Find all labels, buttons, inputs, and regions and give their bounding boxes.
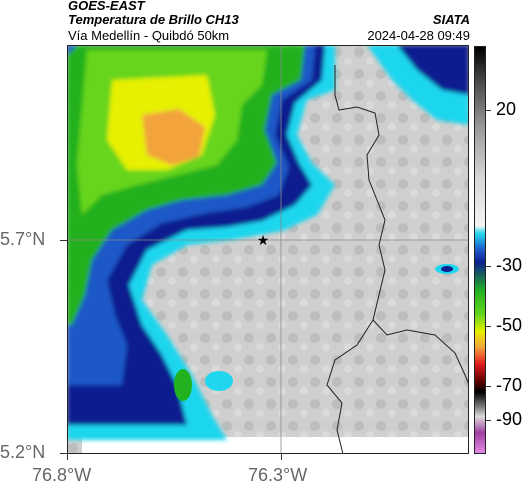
colorbar-label--50: -50 <box>496 315 523 335</box>
lat-label-5.2: 5.2°N <box>0 442 46 462</box>
border-line-coast <box>334 65 469 386</box>
lat-label-5.7: 5.7°N <box>0 229 46 249</box>
map-frame <box>67 45 469 454</box>
lon-label-76.3: 76.3°W <box>248 465 308 485</box>
tick-lat-5.2 <box>60 453 67 454</box>
tick-lon-76.8 <box>67 454 68 460</box>
lon-label-76.8: 76.8°W <box>32 465 92 485</box>
cloud-core-orange <box>142 109 205 165</box>
border-line-internal <box>326 319 374 454</box>
colorbar-tick--70 <box>486 386 491 387</box>
colorbar-tick--90 <box>486 420 491 421</box>
colorbar <box>474 46 486 454</box>
product-title: Temperatura de Brillo CH13 <box>68 12 239 27</box>
colorbar-tick--30 <box>486 266 491 267</box>
organization-label: SIATA <box>432 12 470 27</box>
colorbar-label--70: -70 <box>496 375 523 395</box>
colorbar-label--30: -30 <box>496 255 523 275</box>
colorbar-tick--50 <box>486 326 491 327</box>
satellite-map: ★ <box>67 45 469 454</box>
timestamp-label: 2024-04-28 09:49 <box>367 28 470 43</box>
satellite-title: GOES-EAST <box>68 0 145 13</box>
colorbar-label-20: 20 <box>496 99 517 119</box>
tick-lat-5.7 <box>60 240 67 241</box>
region-subtitle: Vía Medellín - Quibdó 50km <box>68 28 230 43</box>
colorbar-label--90: -90 <box>496 409 523 429</box>
star-icon: ★ <box>257 233 270 249</box>
colorbar-tick-20 <box>486 110 491 111</box>
tick-lon-76.3 <box>281 454 282 460</box>
